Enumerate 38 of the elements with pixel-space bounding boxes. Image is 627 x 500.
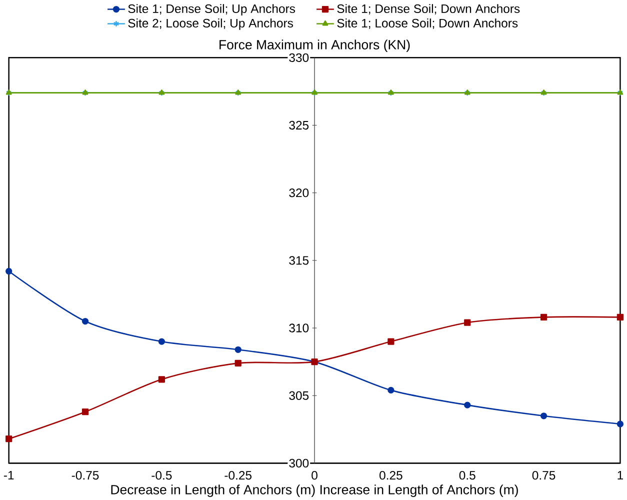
point	[616, 420, 624, 428]
point	[158, 376, 165, 383]
x-axis-title: Decrease in Length of Anchors (m) Increase in Length of Anchors (m)	[111, 484, 518, 497]
point	[540, 314, 548, 320]
y-tick-label: 330	[289, 53, 309, 62]
point	[6, 268, 12, 274]
point	[388, 338, 394, 345]
point	[464, 319, 471, 326]
x-tick-label: 1	[618, 470, 624, 480]
point	[616, 314, 624, 320]
point	[540, 412, 548, 420]
point	[6, 435, 12, 442]
x-tick-label: -0.75	[72, 470, 99, 480]
x-tick-label: -0.25	[224, 470, 252, 480]
point	[388, 386, 394, 394]
point	[82, 318, 89, 324]
x-tick-label: 0.25	[380, 470, 402, 480]
x-tick-label: 0	[312, 470, 318, 480]
point	[82, 408, 89, 415]
point	[158, 338, 165, 345]
point	[234, 360, 242, 366]
y-tick-label: 310	[289, 324, 309, 332]
legend-label: Site 1; Dense Soil; Up Anchors	[128, 4, 296, 16]
chart-title: Force Maximum in Anchors (KN)	[220, 40, 410, 52]
legend-label: Site 2; Loose Soil; Up Anchors	[128, 18, 293, 30]
x-tick-label: 0.75	[532, 470, 556, 480]
x-tick-label: -1	[4, 470, 14, 480]
point	[464, 402, 471, 408]
x-tick-label: -0.5	[152, 470, 172, 480]
y-tick-label: 300	[289, 458, 309, 468]
y-tick-label: 305	[289, 391, 309, 400]
legend-label: Site 1; Dense Soil; Down Anchors	[337, 4, 520, 14]
y-tick-label: 320	[289, 188, 309, 197]
legend-label: Site 1; Loose Soil; Down Anchors	[337, 18, 518, 29]
y-tick-label: 325	[289, 120, 309, 130]
x-tick-label: 0.5	[459, 470, 476, 480]
y-tick-label: 315	[289, 256, 309, 265]
point	[234, 346, 242, 353]
